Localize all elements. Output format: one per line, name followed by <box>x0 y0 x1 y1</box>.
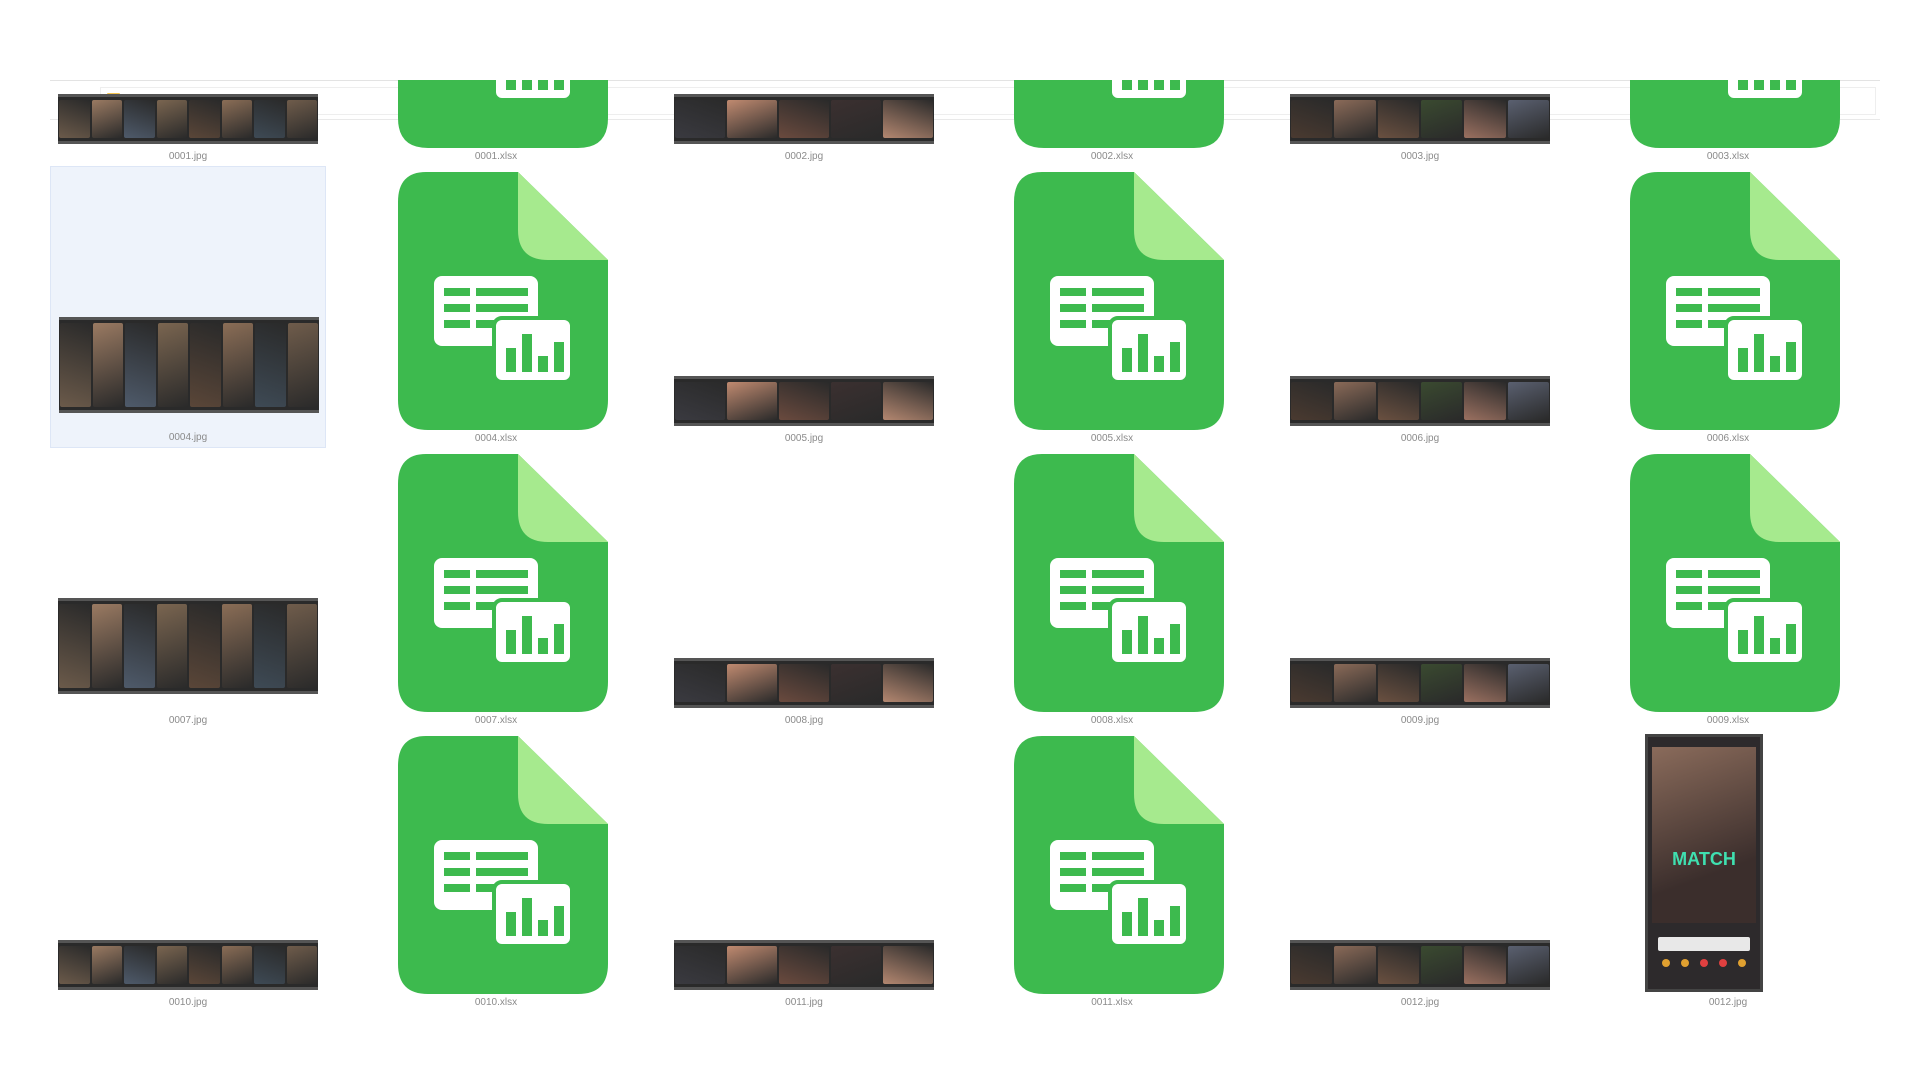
file-item[interactable]: 0003.xlsx <box>1590 80 1866 166</box>
file-name-label: 0001.xlsx <box>474 151 518 162</box>
spreadsheet-file-icon <box>1630 80 1840 148</box>
file-item[interactable]: 0007.jpg <box>50 448 326 730</box>
file-name-label: 0002.xlsx <box>1090 151 1134 162</box>
spreadsheet-file-icon <box>398 736 608 994</box>
image-thumbnail <box>58 940 318 990</box>
spreadsheet-file-icon <box>1630 172 1840 430</box>
spreadsheet-file-icon <box>1630 454 1840 712</box>
image-thumbnail <box>674 376 934 426</box>
file-item[interactable]: 0006.xlsx <box>1590 166 1866 448</box>
image-thumbnail <box>674 658 934 708</box>
file-item[interactable]: 0008.jpg <box>666 448 942 730</box>
spreadsheet-file-icon <box>1014 80 1224 148</box>
spreadsheet-file-icon <box>398 454 608 712</box>
image-thumbnail <box>1290 94 1550 144</box>
file-item[interactable]: 0005.xlsx <box>974 166 1250 448</box>
file-name-label: 0007.jpg <box>168 715 208 726</box>
image-thumbnail <box>674 94 934 144</box>
file-item[interactable]: 0007.xlsx <box>358 448 634 730</box>
file-name-label: 0012.jpg <box>1708 997 1748 1008</box>
image-thumbnail <box>1290 376 1550 426</box>
file-item[interactable]: 0003.jpg <box>1282 80 1558 166</box>
file-name-label: 0005.jpg <box>784 433 824 444</box>
file-item[interactable]: 0009.xlsx <box>1590 448 1866 730</box>
file-name-label: 0012.jpg <box>1400 997 1440 1008</box>
file-grid: 0001.jpg 0001.xlsx 0002.jpg 0002.xlsx 0003.j… <box>50 80 1880 1020</box>
file-name-label: 0006.jpg <box>1400 433 1440 444</box>
file-name-label: 0003.xlsx <box>1706 151 1750 162</box>
file-item[interactable]: 0001.xlsx <box>358 80 634 166</box>
file-item[interactable]: 0010.xlsx <box>358 730 634 1012</box>
image-thumbnail <box>58 94 318 144</box>
file-name-label: 0010.xlsx <box>474 997 518 1008</box>
file-name-label: 0003.jpg <box>1400 151 1440 162</box>
file-item[interactable]: 0002.xlsx <box>974 80 1250 166</box>
image-thumbnail: MATCH <box>1645 734 1763 992</box>
file-item[interactable]: 0012.jpg <box>1282 730 1558 1012</box>
file-item[interactable]: 0002.jpg <box>666 80 942 166</box>
thumbnail-brand-text: MATCH <box>1672 849 1736 869</box>
file-item[interactable]: 0001.jpg <box>50 80 326 166</box>
file-name-label: 0006.xlsx <box>1706 433 1750 444</box>
spreadsheet-file-icon <box>398 172 608 430</box>
file-item[interactable]: 0004.jpg <box>50 166 326 448</box>
file-name-label: 0004.xlsx <box>474 433 518 444</box>
file-explorer-window: ‹ › This PC › Local Disk (C:) › Work ▾ ⟳… <box>50 80 1880 1020</box>
file-item[interactable]: 0004.xlsx <box>358 166 634 448</box>
spreadsheet-file-icon <box>1014 172 1224 430</box>
file-name-label: 0008.xlsx <box>1090 715 1134 726</box>
spreadsheet-file-icon <box>1014 736 1224 994</box>
file-item[interactable]: 0011.xlsx <box>974 730 1250 1012</box>
file-name-label: 0009.jpg <box>1400 715 1440 726</box>
file-name-label: 0008.jpg <box>784 715 824 726</box>
file-item[interactable]: 0005.jpg <box>666 166 942 448</box>
file-name-label: 0002.jpg <box>784 151 824 162</box>
file-item[interactable]: 0011.jpg <box>666 730 942 1012</box>
file-item[interactable]: MATCH 0012.jpg <box>1590 730 1866 1012</box>
file-name-label: 0005.xlsx <box>1090 433 1134 444</box>
file-name-label: 0007.xlsx <box>474 715 518 726</box>
image-thumbnail <box>1290 940 1550 990</box>
image-thumbnail <box>674 940 934 990</box>
file-name-label: 0009.xlsx <box>1706 715 1750 726</box>
file-item[interactable]: 0010.jpg <box>50 730 326 1012</box>
file-name-label: 0004.jpg <box>168 432 208 443</box>
file-name-label: 0011.xlsx <box>1091 997 1133 1008</box>
spreadsheet-file-icon <box>1014 454 1224 712</box>
file-item[interactable]: 0009.jpg <box>1282 448 1558 730</box>
image-thumbnail <box>1290 658 1550 708</box>
file-item[interactable]: 0006.jpg <box>1282 166 1558 448</box>
image-thumbnail <box>59 317 319 413</box>
file-name-label: 0001.jpg <box>168 151 208 162</box>
image-thumbnail <box>58 598 318 694</box>
file-name-label: 0011.jpg <box>785 997 823 1008</box>
file-name-label: 0010.jpg <box>168 997 208 1008</box>
file-item[interactable]: 0008.xlsx <box>974 448 1250 730</box>
spreadsheet-file-icon <box>398 80 608 148</box>
